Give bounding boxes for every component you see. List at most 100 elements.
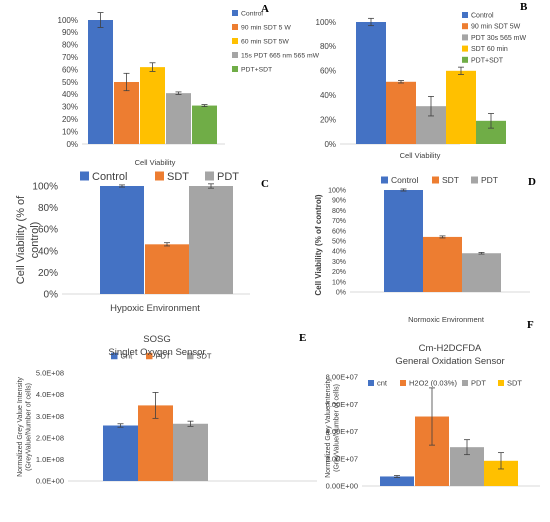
legend-swatch — [187, 352, 194, 360]
chart-c: 0% 20% 40% 60% 80% 100% Control SDT PDT Hypoxic E… — [15, 171, 269, 314]
y-tick-label: 100% — [58, 16, 78, 25]
y-tick-label: 4.0E+08 — [36, 390, 64, 399]
legend-label: H2O2 (0.03%) — [409, 379, 457, 388]
bar-pdt — [462, 253, 501, 292]
bar-sdt — [145, 244, 189, 294]
y-tick-label: 0% — [336, 289, 346, 296]
legend-swatch — [462, 45, 468, 52]
legend-swatch — [155, 171, 164, 181]
y-tick-label: 2.00E+07 — [326, 454, 358, 463]
y-tick-label: 20% — [332, 269, 346, 276]
legend-label: Control — [391, 175, 419, 185]
bar-control — [100, 186, 144, 294]
legend-swatch — [381, 176, 388, 184]
legend-label: Control — [241, 10, 263, 17]
panel-label: C — [261, 178, 269, 190]
y-tick-label: 100% — [32, 182, 58, 193]
bar-control — [88, 20, 113, 144]
y-tick-label: 90% — [62, 28, 78, 37]
legend-label: 90 min SDT 5 W — [241, 24, 291, 31]
legend-swatch — [111, 352, 118, 360]
y-tick-label: 20% — [38, 268, 58, 279]
x-axis-label: Hypoxic Environment — [110, 303, 200, 314]
y-tick-label: 40% — [320, 91, 336, 100]
chart-b: 0% 20% 40% 60% 80% 100% Control 90 min SDT 5W PD… — [316, 1, 528, 160]
y-tick-label: 40% — [332, 249, 346, 256]
y-axis-label: Cell Viability (% of control) — [15, 195, 41, 284]
y-tick-label: 70% — [62, 53, 78, 62]
legend-label: Control — [92, 171, 127, 183]
y-tick-label: 70% — [332, 218, 346, 225]
y-tick-label: 80% — [320, 42, 336, 51]
chart-f: 0.00E+00 2.00E+07 4.00E+07 6.00E+07 8.00E+07… — [325, 319, 540, 491]
y-tick-label: 40% — [62, 90, 78, 99]
legend-swatch — [432, 176, 439, 184]
panel-label: F — [527, 319, 534, 331]
y-tick-label: 0.0E+00 — [36, 477, 64, 486]
y-tick-label: 4.00E+07 — [326, 427, 358, 436]
bar-90-min-sdt-5w — [386, 81, 416, 144]
legend-label: cnt — [377, 379, 388, 388]
y-tick-label: 6.00E+07 — [326, 400, 358, 409]
panel-label: A — [261, 3, 269, 15]
legend-label: PDT+SDT — [241, 66, 272, 73]
y-tick-label: 80% — [38, 203, 58, 214]
legend-swatch — [498, 380, 504, 386]
legend-label: Cnt — [121, 352, 134, 361]
panel-label: E — [299, 332, 306, 344]
y-tick-label: 30% — [332, 259, 346, 266]
y-tick-label: 60% — [332, 228, 346, 235]
legend-label: PDT 30s 565 mW — [471, 35, 527, 42]
bar-sdt-60-min — [446, 70, 476, 144]
legend-label: SDT 60 min — [471, 46, 508, 53]
y-axis-label: Cell Viability (% of control) — [314, 194, 323, 296]
y-tick-label: 3.0E+08 — [36, 412, 64, 421]
chart-subtitle: Singlet Oxygen Sensor — [108, 347, 205, 358]
bar-90-min-sdt-5-w — [114, 82, 139, 144]
x-axis-label: Cell Viability — [135, 158, 176, 167]
bar-pdt-sdt — [192, 105, 217, 144]
bar-pdt-sdt — [476, 120, 506, 144]
legend-swatch — [462, 380, 468, 386]
legend-label: PDT — [471, 379, 486, 388]
legend-swatch — [232, 24, 238, 30]
y-tick-label: 60% — [62, 65, 78, 74]
legend-label: 60 min SDT 5W — [241, 38, 289, 45]
legend-label: PDT — [481, 175, 498, 185]
y-tick-label: 50% — [332, 238, 346, 245]
y-tick-label: 40% — [38, 246, 58, 257]
legend-swatch — [462, 56, 468, 63]
legend-label: SDT — [442, 175, 459, 185]
y-tick-label: 1.0E+08 — [36, 455, 64, 464]
panel-label: B — [520, 1, 528, 13]
y-tick-label: 30% — [62, 103, 78, 112]
legend-swatch — [205, 171, 214, 181]
y-tick-label: 10% — [62, 127, 78, 136]
legend-swatch — [80, 171, 89, 181]
legend-label: Control — [471, 12, 494, 19]
y-tick-label: 100% — [316, 18, 336, 27]
legend-label: PDT — [217, 171, 239, 183]
legend-swatch — [232, 52, 238, 58]
legend-swatch — [368, 380, 374, 386]
legend-label: 90 min SDT 5W — [471, 24, 521, 31]
bar-cnt — [103, 425, 138, 481]
y-tick-label: 2.0E+08 — [36, 433, 64, 442]
bar-control — [356, 22, 386, 144]
legend-swatch — [400, 380, 406, 386]
legend-swatch — [146, 352, 153, 360]
panel-label: D — [528, 176, 536, 188]
legend-label: 15s PDT 665 nm 565 mW — [241, 52, 320, 59]
y-tick-label: 20% — [62, 115, 78, 124]
y-axis-label: Normalized Grey Value Intensity(GreyValu… — [17, 377, 32, 477]
legend-swatch — [232, 66, 238, 72]
legend-swatch — [462, 23, 468, 30]
y-tick-label: 8.00E+07 — [326, 373, 358, 382]
y-tick-label: 10% — [332, 279, 346, 286]
chart-title: SOSG — [143, 334, 170, 345]
y-tick-label: 20% — [320, 115, 336, 124]
y-tick-label: 0% — [44, 290, 59, 301]
y-tick-label: 80% — [62, 41, 78, 50]
chart-subtitle: General Oxidation Sensor — [395, 356, 504, 367]
